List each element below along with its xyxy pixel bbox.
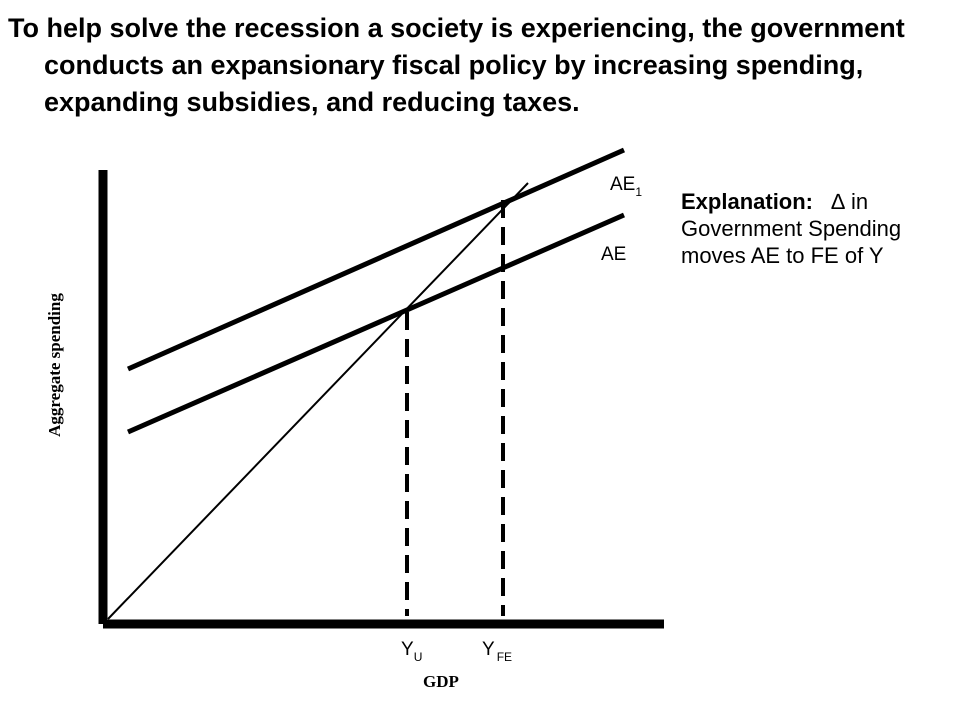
delta-symbol: ∆ <box>831 189 845 214</box>
explanation-body: in Government Spending moves AE to FE of… <box>681 189 902 268</box>
forty-five-degree-line <box>107 182 529 620</box>
x-axis-label: GDP <box>423 672 459 691</box>
explanation-text: Explanation: ∆ in Government Spending mo… <box>681 188 951 269</box>
ae-line <box>126 212 626 435</box>
ae1-line <box>126 147 626 372</box>
slide-title: To help solve the recession a society is… <box>8 13 905 117</box>
explanation-lead: Explanation: <box>681 189 814 214</box>
y-axis-label: Aggregate spending <box>45 293 64 437</box>
ae-label: AE <box>601 244 626 265</box>
yfe-label: Y FE <box>482 639 512 664</box>
ae1-label: AE1 <box>610 174 642 199</box>
yu-label: YU <box>401 639 422 664</box>
